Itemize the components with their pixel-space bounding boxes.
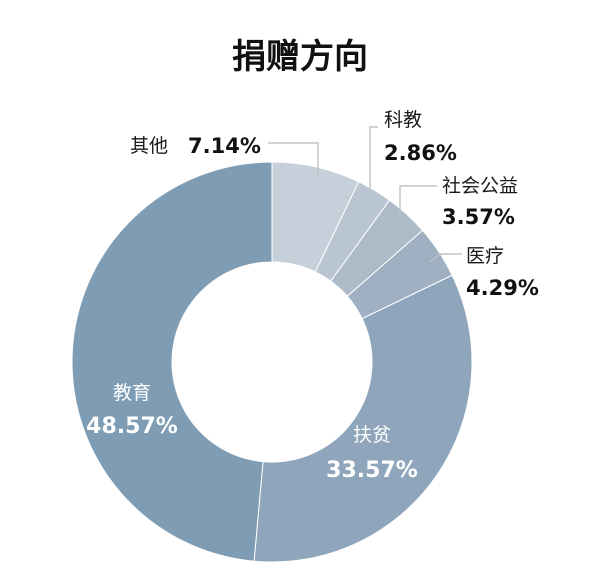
slice-label-value: 33.57% bbox=[326, 458, 418, 483]
slice-label-value: 48.57% bbox=[86, 414, 178, 439]
donut-slice-5 bbox=[71, 161, 273, 562]
leader-lines bbox=[268, 126, 462, 263]
slice-label-name: 其他 bbox=[130, 135, 168, 157]
slice-label-name: 扶贫 bbox=[353, 424, 391, 446]
slice-labels: 其他 7.14% 科教 2.86% 社会公益 3.57% 医疗 4.29% 扶贫… bbox=[86, 109, 539, 483]
slices-group bbox=[71, 161, 473, 563]
slice-label-value: 7.14% bbox=[188, 134, 261, 158]
slice-label-value: 4.29% bbox=[466, 276, 539, 300]
donut-slice-4 bbox=[253, 274, 473, 563]
leader-line-other bbox=[268, 142, 319, 178]
chart-title: 捐赠方向 bbox=[232, 37, 368, 77]
slice-label-name: 科教 bbox=[384, 109, 422, 131]
leader-line-yiliao bbox=[429, 253, 462, 263]
slice-label-value: 3.57% bbox=[442, 205, 515, 229]
slice-label-name: 医疗 bbox=[466, 245, 504, 267]
leader-line-shehui bbox=[399, 185, 437, 214]
leader-line-kejiao bbox=[369, 126, 378, 195]
slice-label-name: 教育 bbox=[113, 382, 151, 404]
slice-label-value: 2.86% bbox=[384, 141, 457, 165]
slice-label-name: 社会公益 bbox=[442, 175, 518, 197]
